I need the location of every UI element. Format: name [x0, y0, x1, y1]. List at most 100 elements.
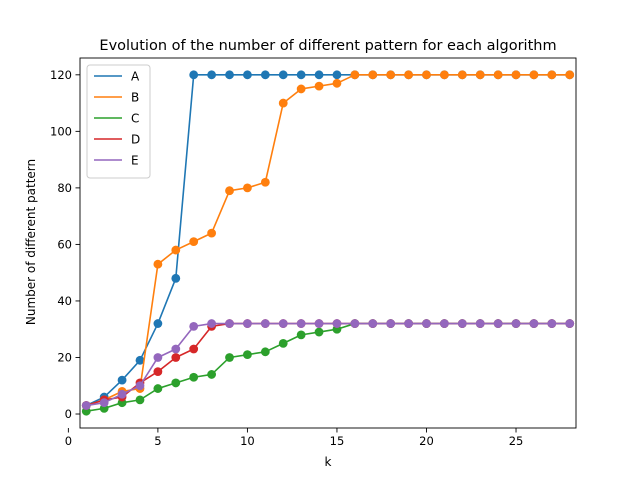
series-line-E [86, 322, 570, 407]
data-point-B [386, 70, 396, 80]
y-tick-label: 100 [50, 124, 72, 138]
legend-label-B: B [131, 91, 139, 105]
data-point-C [260, 347, 270, 357]
data-point-E [153, 353, 163, 362]
data-point-C [189, 372, 199, 382]
data-point-E [547, 319, 557, 328]
data-point-A [260, 70, 270, 80]
data-point-C [135, 395, 145, 405]
data-point-E [260, 319, 270, 328]
data-point-A [207, 70, 217, 80]
data-point-E [457, 319, 467, 328]
data-point-B [547, 70, 557, 80]
data-point-E [117, 389, 127, 399]
data-point-B [457, 70, 467, 80]
data-point-E [439, 319, 449, 328]
x-tick-label: 20 [419, 434, 434, 448]
data-point-E [386, 319, 396, 328]
data-point-E [332, 319, 342, 328]
x-tick-label: 15 [330, 434, 345, 448]
data-point-C [207, 370, 217, 379]
x-tick-label: 10 [240, 434, 255, 448]
data-point-E [135, 381, 145, 391]
data-point-B [260, 177, 270, 187]
data-point-A [135, 355, 145, 365]
y-tick-label: 0 [65, 407, 72, 421]
data-point-B [278, 98, 288, 108]
data-point-E [368, 319, 378, 328]
data-point-E [81, 401, 91, 410]
data-point-E [207, 319, 217, 328]
data-point-A [296, 70, 306, 80]
data-point-B [404, 70, 413, 80]
legend-label-E: E [131, 154, 139, 168]
x-tick-label: 5 [154, 434, 161, 448]
data-point-A [332, 70, 342, 80]
axes-frame [79, 57, 577, 429]
data-point-A [314, 70, 324, 80]
y-axis-label: Number of different pattern [24, 159, 38, 325]
axes: 0 5 10 15 20 25 0 20 40 60 80 100 120 [50, 57, 577, 448]
data-point-E [404, 319, 413, 328]
data-point-B [475, 70, 485, 80]
data-point-E [171, 344, 181, 354]
y-tick-label: 60 [57, 237, 72, 251]
legend-label-A: A [131, 70, 140, 84]
y-tick-label: 40 [57, 294, 72, 308]
x-axis-label: k [325, 455, 332, 469]
data-point-D [153, 367, 163, 377]
data-point-A [189, 70, 199, 80]
data-point-E [350, 319, 360, 328]
data-point-B [439, 70, 449, 80]
data-point-E [475, 319, 485, 328]
data-point-E [529, 319, 539, 328]
data-point-B [368, 70, 378, 80]
data-point-E [314, 319, 324, 328]
data-point-B [314, 81, 324, 91]
data-point-C [225, 353, 234, 362]
y-tick-label: 20 [57, 350, 72, 364]
legend-label-C: C [131, 112, 139, 126]
data-point-B [350, 70, 360, 80]
x-tick-label: 25 [509, 434, 524, 448]
data-point-A [117, 375, 127, 385]
data-point-B [153, 259, 163, 269]
y-tick-label: 120 [50, 68, 72, 82]
data-point-C [296, 330, 306, 340]
plot-area [81, 70, 575, 416]
data-point-B [243, 183, 252, 193]
data-point-E [243, 319, 252, 328]
data-point-E [278, 319, 288, 328]
series-line-B [86, 74, 570, 407]
data-point-A [225, 70, 234, 80]
data-point-E [422, 319, 431, 328]
data-point-A [171, 273, 181, 283]
data-point-E [511, 319, 521, 328]
data-point-B [493, 70, 503, 80]
data-point-B [511, 70, 521, 80]
data-point-B [225, 186, 234, 196]
x-tick-label: 0 [65, 434, 72, 448]
data-point-E [493, 319, 503, 328]
data-point-A [243, 70, 252, 80]
chart-title: Evolution of the number of different pat… [99, 38, 556, 54]
data-point-E [99, 398, 109, 408]
data-point-A [153, 319, 163, 328]
data-point-E [296, 319, 306, 328]
data-point-C [153, 384, 163, 393]
data-point-C [314, 327, 324, 337]
data-point-B [207, 228, 217, 238]
data-point-B [296, 84, 306, 94]
data-point-C [171, 378, 181, 388]
data-point-E [565, 319, 575, 328]
data-point-C [243, 350, 252, 360]
data-point-E [225, 319, 234, 328]
legend-box [86, 64, 151, 179]
legend-label-D: D [131, 133, 140, 147]
data-point-D [171, 353, 181, 362]
data-point-B [189, 237, 199, 246]
data-point-B [529, 70, 539, 80]
data-point-B [422, 70, 431, 80]
